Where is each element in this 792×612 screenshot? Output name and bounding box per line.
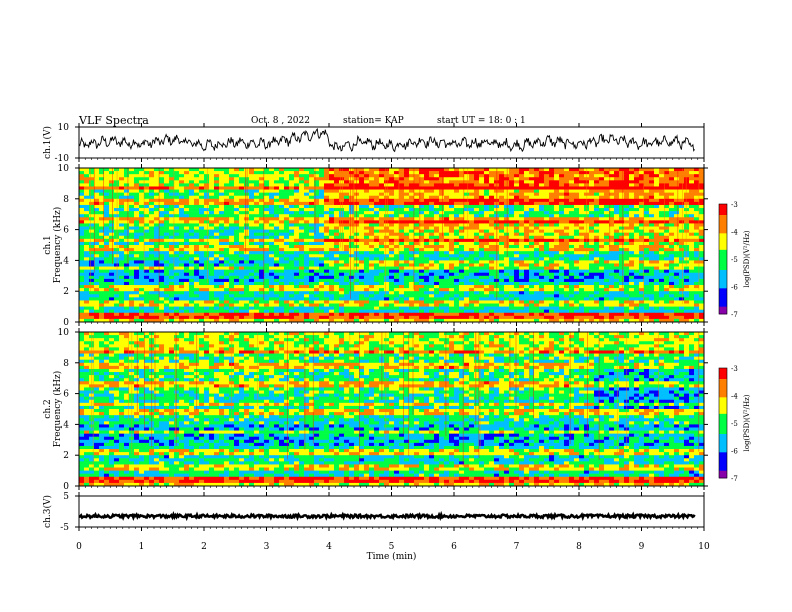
chart-title: VLF Spectra: [79, 114, 149, 127]
ch2-spectrogram-ytick-label: 8: [63, 359, 69, 369]
ch3-waveform-ylabel: ch.3(V): [42, 495, 53, 528]
station-label: station= KAP: [343, 116, 404, 126]
x-tick-label: 6: [451, 542, 457, 552]
ch1-spectrogram-ytick-label: 2: [63, 287, 69, 297]
ch1-spectrogram-colorbar-tick: -7: [731, 311, 738, 319]
ch1-waveform-ylabel: ch.1(V): [42, 126, 53, 159]
ch1-spectrogram-colorbar-tick: -6: [731, 284, 738, 292]
date-label: Oct. 8 , 2022: [251, 116, 310, 126]
x-tick-label: 8: [576, 542, 582, 552]
ch1-spectrogram-colorbar-tick: -4: [731, 229, 738, 237]
ch1-spectrogram-ytick-label: 10: [58, 164, 70, 174]
ch2-spectrogram-colorbar-tick: -4: [731, 393, 738, 401]
ch1-spectrogram-ylabel: Frequency (kHz): [52, 207, 63, 284]
ch2-spectrogram-ytick-label: 0: [63, 482, 69, 492]
ch1-waveform-trace: [78, 127, 695, 153]
ch1-spectrogram-colorbar-tick: -5: [731, 256, 738, 264]
start-time-label: start UT = 18: 0 : 1: [437, 116, 526, 126]
ch1-waveform-ytick-label: 10: [58, 123, 70, 133]
x-tick-label: 0: [76, 542, 82, 552]
x-tick-label: 1: [139, 542, 145, 552]
ch1-spectrogram-colorbar-frame: [718, 203, 728, 315]
ch1-spectrogram-channel-label: ch.1: [43, 235, 53, 254]
ch2-spectrogram-colorbar-tick: -7: [731, 475, 738, 483]
ch1-spectrogram-ytick-label: 0: [63, 318, 69, 328]
ch2-spectrogram-ytick-label: 10: [58, 328, 70, 338]
ch1-spectrogram-colorbar-label: log(PSD)(V²/Hz): [743, 230, 751, 287]
ch2-spectrogram-colorbar-tick: -6: [731, 448, 738, 456]
ch1-spectrogram: [79, 168, 705, 323]
ch2-spectrogram-colorbar-tick: -5: [731, 420, 738, 428]
ch3-waveform-frame: [78, 495, 705, 528]
ch2-spectrogram-colorbar-label: log(PSD)(V²/Hz): [743, 394, 751, 451]
ch2-spectrogram-ylabel: Frequency (kHz): [52, 371, 63, 448]
ch1-waveform-ytick-label: -10: [55, 154, 70, 164]
x-tick-label: 4: [326, 542, 332, 552]
ch3-waveform-ytick-label: -5: [60, 523, 69, 533]
x-tick-label: 5: [389, 542, 395, 552]
ch2-spectrogram-ytick-label: 6: [63, 390, 69, 400]
ch2-spectrogram-colorbar-frame: [718, 367, 728, 479]
x-tick-label: 3: [264, 542, 270, 552]
x-tick-label: 9: [639, 542, 645, 552]
ch2-spectrogram-ytick-label: 2: [63, 451, 69, 461]
ch2-spectrogram-channel-label: ch.2: [43, 399, 53, 418]
ch3-waveform-ytick-label: 5: [63, 492, 69, 502]
ch1-spectrogram-colorbar-tick: -3: [731, 201, 738, 209]
x-tick-label: 7: [514, 542, 520, 552]
ch2-spectrogram: [79, 332, 705, 487]
x-axis-label: Time (min): [367, 551, 417, 562]
ch1-spectrogram-ytick-label: 4: [63, 256, 69, 266]
ch1-spectrogram-ytick-label: 8: [63, 195, 69, 205]
x-tick-label: 10: [698, 542, 710, 552]
ch3-waveform-trace: [78, 510, 696, 522]
ch2-spectrogram-colorbar: [719, 368, 727, 479]
ch2-spectrogram-ytick-label: 4: [63, 420, 69, 430]
ch2-spectrogram-colorbar-tick: -3: [731, 365, 738, 373]
ch1-spectrogram-colorbar: [719, 204, 727, 315]
ch1-spectrogram-ytick-label: 6: [63, 226, 69, 236]
x-tick-label: 2: [201, 542, 207, 552]
